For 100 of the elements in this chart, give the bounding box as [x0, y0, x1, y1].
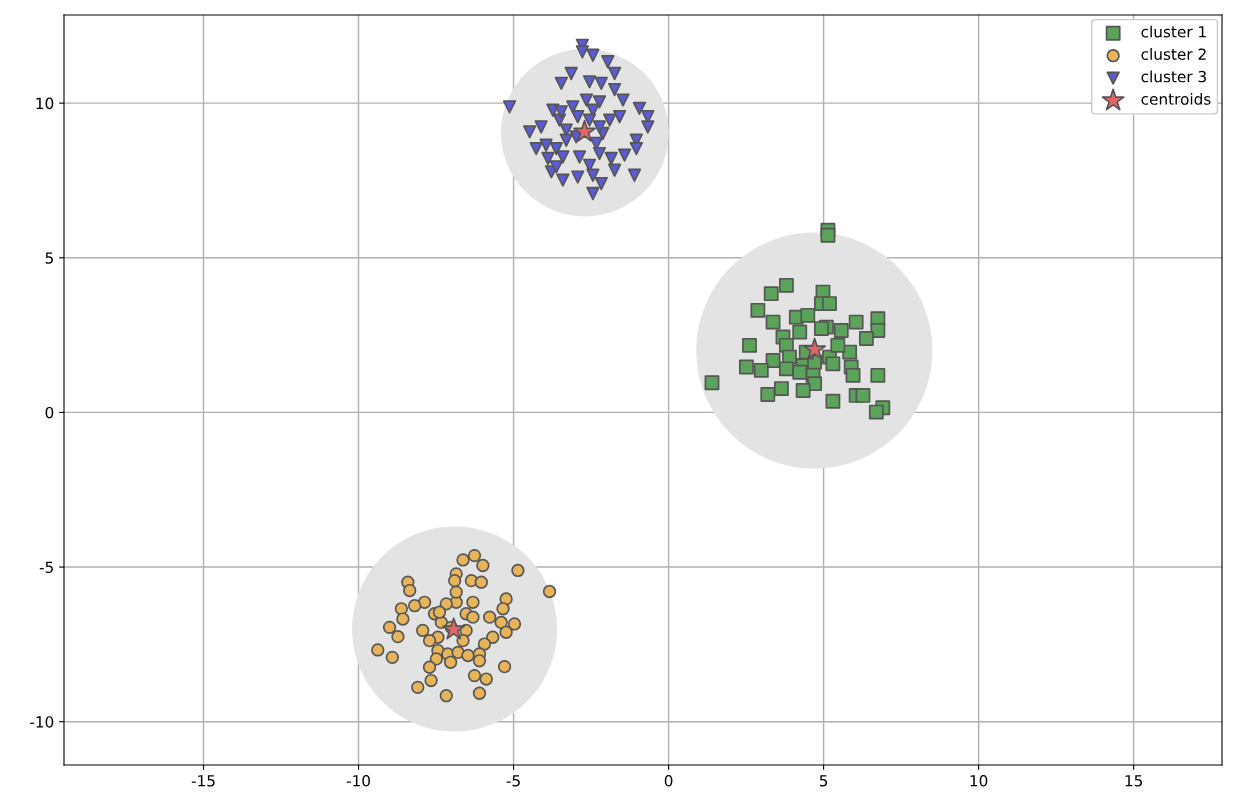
point — [456, 553, 470, 567]
point — [586, 186, 600, 201]
point — [778, 277, 794, 293]
point — [523, 125, 537, 139]
point — [502, 100, 517, 114]
x-tick-label: 15 — [1125, 775, 1143, 787]
point — [549, 141, 563, 156]
point — [424, 673, 438, 688]
point — [579, 93, 594, 107]
point — [466, 595, 480, 609]
point — [556, 150, 570, 164]
y-tick-label: 5 — [45, 252, 53, 264]
point — [617, 148, 632, 162]
point — [833, 323, 849, 338]
point — [858, 331, 874, 346]
point — [456, 634, 470, 648]
point — [497, 660, 512, 674]
point — [848, 314, 864, 330]
point — [604, 151, 618, 166]
point — [439, 597, 453, 611]
point — [607, 163, 622, 177]
x-tick-label: 5 — [819, 775, 828, 787]
point — [467, 668, 482, 683]
point — [586, 168, 600, 182]
point — [612, 110, 627, 124]
point — [575, 45, 590, 59]
point — [760, 387, 776, 402]
point — [477, 637, 492, 651]
point — [830, 337, 846, 353]
x-tick-label: 0 — [664, 774, 673, 787]
point — [422, 634, 437, 648]
point — [432, 605, 447, 619]
point — [385, 650, 399, 665]
point — [472, 654, 487, 668]
point — [592, 95, 607, 109]
point — [507, 617, 522, 631]
point — [753, 362, 769, 378]
point — [408, 599, 422, 613]
point — [448, 574, 462, 588]
point — [439, 689, 453, 703]
point — [868, 404, 884, 420]
point — [800, 307, 816, 323]
point — [476, 558, 490, 573]
x-tick-label: -10 — [346, 774, 370, 787]
point — [396, 612, 410, 626]
point — [542, 584, 557, 599]
point — [870, 323, 886, 338]
point — [556, 173, 570, 187]
point — [792, 364, 808, 380]
point — [704, 375, 720, 391]
point — [601, 55, 615, 69]
point — [442, 617, 466, 640]
point — [564, 66, 578, 81]
point — [449, 585, 463, 599]
point — [641, 120, 655, 134]
point — [549, 160, 563, 174]
point — [855, 387, 871, 403]
point — [594, 76, 608, 90]
point — [629, 141, 643, 156]
point — [403, 583, 417, 598]
point — [774, 381, 789, 397]
point — [382, 620, 397, 635]
point — [616, 93, 630, 107]
y-tick-label: 10 — [36, 97, 54, 110]
point — [795, 383, 811, 398]
point — [742, 337, 757, 353]
point — [554, 105, 568, 119]
point — [466, 610, 480, 624]
point — [778, 361, 794, 377]
point — [607, 82, 622, 97]
point — [814, 321, 829, 337]
point — [822, 296, 837, 311]
x-tick-label: 10 — [970, 774, 988, 787]
point — [443, 655, 458, 669]
point — [607, 66, 622, 81]
point — [467, 548, 482, 563]
y-tick-label: -10 — [30, 716, 54, 728]
point — [429, 652, 444, 666]
point — [486, 630, 500, 644]
y-tick-label: -5 — [39, 561, 53, 574]
point — [572, 150, 587, 164]
point — [461, 648, 475, 663]
point — [586, 48, 600, 62]
point — [483, 610, 497, 624]
point — [870, 367, 886, 383]
y-tick-label: 0 — [45, 406, 54, 419]
point — [411, 680, 425, 695]
point — [765, 314, 781, 330]
point — [594, 176, 608, 191]
point — [529, 141, 543, 156]
point — [571, 170, 585, 184]
point — [763, 286, 779, 302]
point — [554, 76, 568, 90]
point — [422, 660, 437, 674]
point — [541, 151, 555, 166]
point — [511, 563, 525, 578]
point — [803, 337, 827, 360]
point — [534, 120, 548, 134]
point — [416, 623, 430, 638]
point — [494, 615, 508, 630]
